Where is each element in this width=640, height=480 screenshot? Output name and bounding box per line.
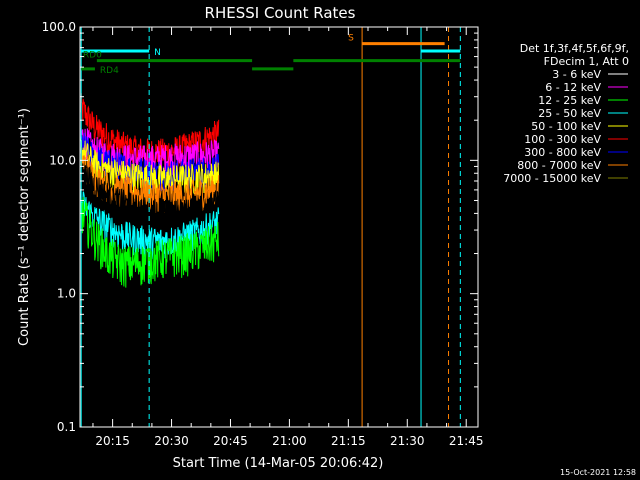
x-tick-label: 20:45 [213,434,248,448]
y-tick-label: 10.0 [49,153,76,167]
legend-entry-label: 50 - 100 keV [531,120,601,133]
x-tick-label: 21:45 [449,434,484,448]
y-tick-label: 0.1 [57,420,76,434]
series-line-7 [79,196,220,288]
legend-entry-label: 3 - 6 keV [552,68,601,81]
legend-entry-label: 25 - 50 keV [538,107,601,120]
series-line-0 [79,93,220,171]
legend-entry-label: 6 - 12 keV [545,81,601,94]
flag-label-2: S [348,34,354,44]
legend-entry-label: 300 - 800 keV [524,146,601,159]
flag-label-3: RD0 [83,51,102,61]
x-tick-label: 20:30 [154,434,189,448]
x-tick-label: 21:30 [390,434,425,448]
flag-label-0: N [154,48,161,58]
y-tick-label: 1.0 [57,287,76,301]
plot-frame: 20:15 20:30 20:45 21:00 21:15 21:30 21:45 0.1 1.… [42,20,484,448]
flag-label-6: RD4 [100,66,119,76]
data-layer: N S RD0 RD4 [79,27,461,427]
x-axis-label: Start Time (14-Mar-05 20:06:42) [173,456,384,471]
chart-title: RHESSI Count Rates [205,4,356,22]
legend-entry-label: 100 - 300 keV [524,133,601,146]
legend-entry-label: 800 - 7000 keV [517,159,601,172]
legend-entry-label: 7000 - 15000 keV [503,172,601,185]
y-axis-label: Count Rate (s⁻¹ detector segment⁻¹) [17,108,32,346]
y-tick-label: 100.0 [42,20,76,34]
x-tick-label: 21:15 [331,434,366,448]
x-tick-label: 20:15 [95,434,130,448]
axes-box [79,26,479,428]
legend-header-line: FDecim 1, Att 0 [544,55,629,68]
footer-date: 15-Oct-2021 12:58 [560,468,636,477]
legend-entry-label: 12 - 25 keV [538,94,601,107]
legend-header-line: Det 1f,3f,4f,5f,6f,9f, [520,42,629,55]
x-tick-label: 21:00 [272,434,307,448]
legend: Det 1f,3f,4f,5f,6f,9f,FDecim 1, Att 03 -… [503,42,629,185]
